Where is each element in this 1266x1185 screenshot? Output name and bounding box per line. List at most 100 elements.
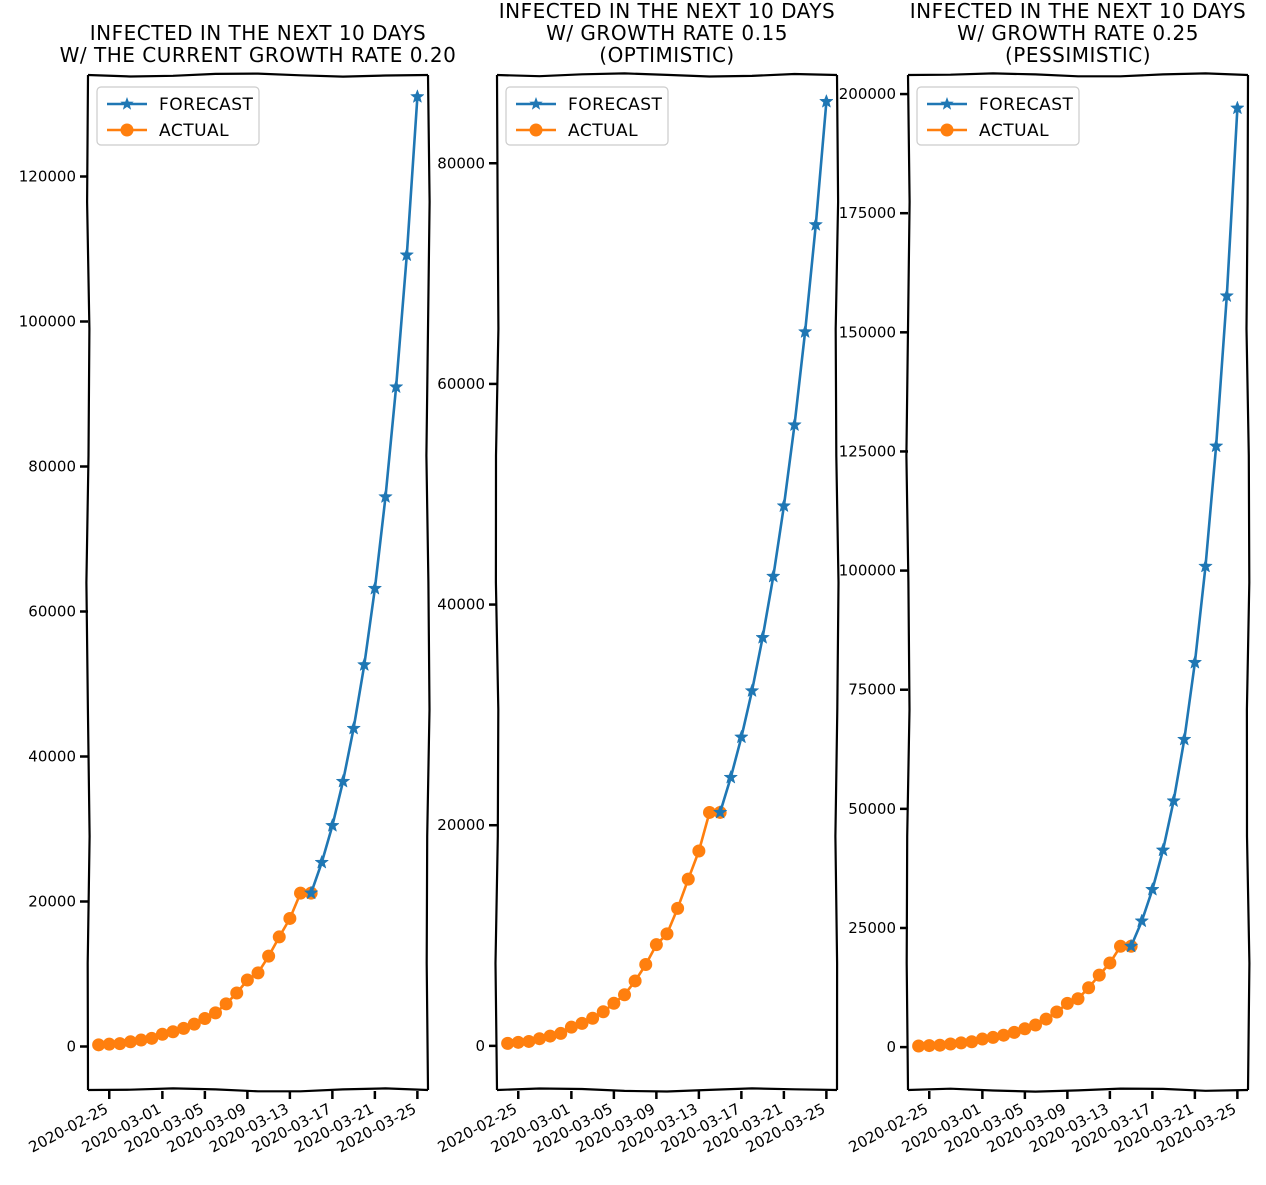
actual-point xyxy=(294,886,307,900)
legend-star-marker xyxy=(120,97,134,110)
actual-point xyxy=(671,901,685,915)
y-tick-label: 100000 xyxy=(839,562,896,580)
actual-point xyxy=(986,1030,1000,1044)
forecast-point xyxy=(410,89,425,103)
actual-point xyxy=(554,1026,568,1040)
y-tick-label: 0 xyxy=(475,1037,485,1055)
actual-point xyxy=(933,1038,947,1052)
actual-point xyxy=(1114,939,1127,953)
forecast-point xyxy=(1176,731,1192,746)
actual-point xyxy=(511,1035,525,1049)
forecast-point xyxy=(1155,842,1171,857)
axis-frame-bottom xyxy=(907,1087,1249,1093)
actual-point xyxy=(251,966,265,980)
y-tick-label: 0 xyxy=(886,1038,896,1056)
actual-point xyxy=(209,1006,222,1020)
actual-point xyxy=(230,986,244,1000)
actual-point xyxy=(1050,1005,1064,1019)
actual-point xyxy=(272,930,286,944)
actual-point xyxy=(102,1037,116,1051)
forecast-point xyxy=(399,247,415,262)
axis-frame-bottom xyxy=(87,1087,429,1093)
chart-title-line: W/ GROWTH RATE 0.25 xyxy=(957,21,1199,45)
forecast-point xyxy=(1145,881,1160,896)
forecast-point xyxy=(367,580,383,595)
legend-star-marker xyxy=(529,97,543,110)
y-tick-label: 50000 xyxy=(848,800,896,818)
actual-point xyxy=(975,1032,989,1046)
y-tick-label: 200000 xyxy=(839,85,896,103)
chart-title-line: W/ THE CURRENT GROWTH RATE 0.20 xyxy=(60,43,457,67)
legend-circle-marker xyxy=(940,123,954,137)
y-tick-label: 120000 xyxy=(19,168,76,186)
actual-point xyxy=(543,1029,557,1043)
actual-point xyxy=(1018,1022,1032,1036)
forecast-point xyxy=(723,769,739,784)
forecast-point xyxy=(1187,654,1203,669)
legend-label: ACTUAL xyxy=(568,121,638,141)
actual-point xyxy=(219,997,233,1011)
forecast-point xyxy=(755,629,770,644)
forecast-point xyxy=(1219,288,1235,303)
actual-point xyxy=(240,973,254,987)
forecast-point xyxy=(797,324,813,339)
y-tick-label: 25000 xyxy=(848,919,896,937)
forecast-point xyxy=(819,93,834,108)
forecast-point xyxy=(346,720,361,735)
actual-point xyxy=(145,1031,159,1045)
actual-point xyxy=(134,1033,148,1047)
series-line-forecast xyxy=(718,101,828,813)
actual-point xyxy=(262,949,276,963)
chart-title-line: (OPTIMISTIC) xyxy=(599,43,734,67)
actual-point xyxy=(1082,981,1096,995)
actual-point xyxy=(177,1021,191,1035)
y-tick-label: 80000 xyxy=(28,458,76,476)
forecast-point xyxy=(303,885,319,900)
axis-frame-right xyxy=(425,74,431,1091)
actual-point xyxy=(1071,992,1085,1006)
forecast-point xyxy=(314,854,330,869)
actual-point xyxy=(912,1039,926,1053)
series-line-forecast xyxy=(309,96,419,894)
actual-point xyxy=(639,958,653,972)
forecast-point xyxy=(325,817,340,832)
forecast-point xyxy=(734,729,749,744)
actual-point xyxy=(198,1012,212,1026)
forecast-point xyxy=(787,417,802,432)
axis-frame-right xyxy=(834,74,840,1091)
y-tick-label: 20000 xyxy=(28,893,76,911)
chart-title-line: INFECTED IN THE NEXT 10 DAYS xyxy=(499,0,835,23)
axis-frame-left xyxy=(494,74,500,1091)
actual-point xyxy=(522,1034,536,1048)
actual-point xyxy=(1103,956,1117,970)
forecast-point xyxy=(765,568,781,583)
y-tick-label: 80000 xyxy=(437,154,485,172)
actual-point xyxy=(1092,968,1106,982)
actual-point xyxy=(575,1016,589,1030)
actual-point xyxy=(155,1027,169,1041)
chart-title-line: INFECTED IN THE NEXT 10 DAYS xyxy=(90,21,426,45)
forecast-point xyxy=(1134,913,1150,928)
forecast-point xyxy=(378,489,393,504)
y-tick-label: 40000 xyxy=(437,596,485,614)
actual-point xyxy=(660,927,674,941)
actual-point xyxy=(1007,1025,1021,1039)
actual-point xyxy=(703,805,716,819)
chart-title-line: W/ GROWTH RATE 0.15 xyxy=(546,21,788,45)
forecast-point xyxy=(1230,100,1245,115)
chart-title-line: INFECTED IN THE NEXT 10 DAYS xyxy=(910,0,1246,23)
actual-point xyxy=(586,1011,600,1025)
y-tick-label: 175000 xyxy=(839,204,896,222)
actual-point xyxy=(596,1005,610,1019)
actual-point xyxy=(954,1036,968,1050)
legend-label: FORECAST xyxy=(979,95,1074,115)
actual-point xyxy=(607,996,621,1010)
axis-frame-right xyxy=(1245,74,1251,1091)
axis-frame-top xyxy=(907,72,1249,78)
actual-point xyxy=(997,1028,1011,1042)
actual-point xyxy=(283,911,297,925)
forecast-point xyxy=(356,657,372,672)
